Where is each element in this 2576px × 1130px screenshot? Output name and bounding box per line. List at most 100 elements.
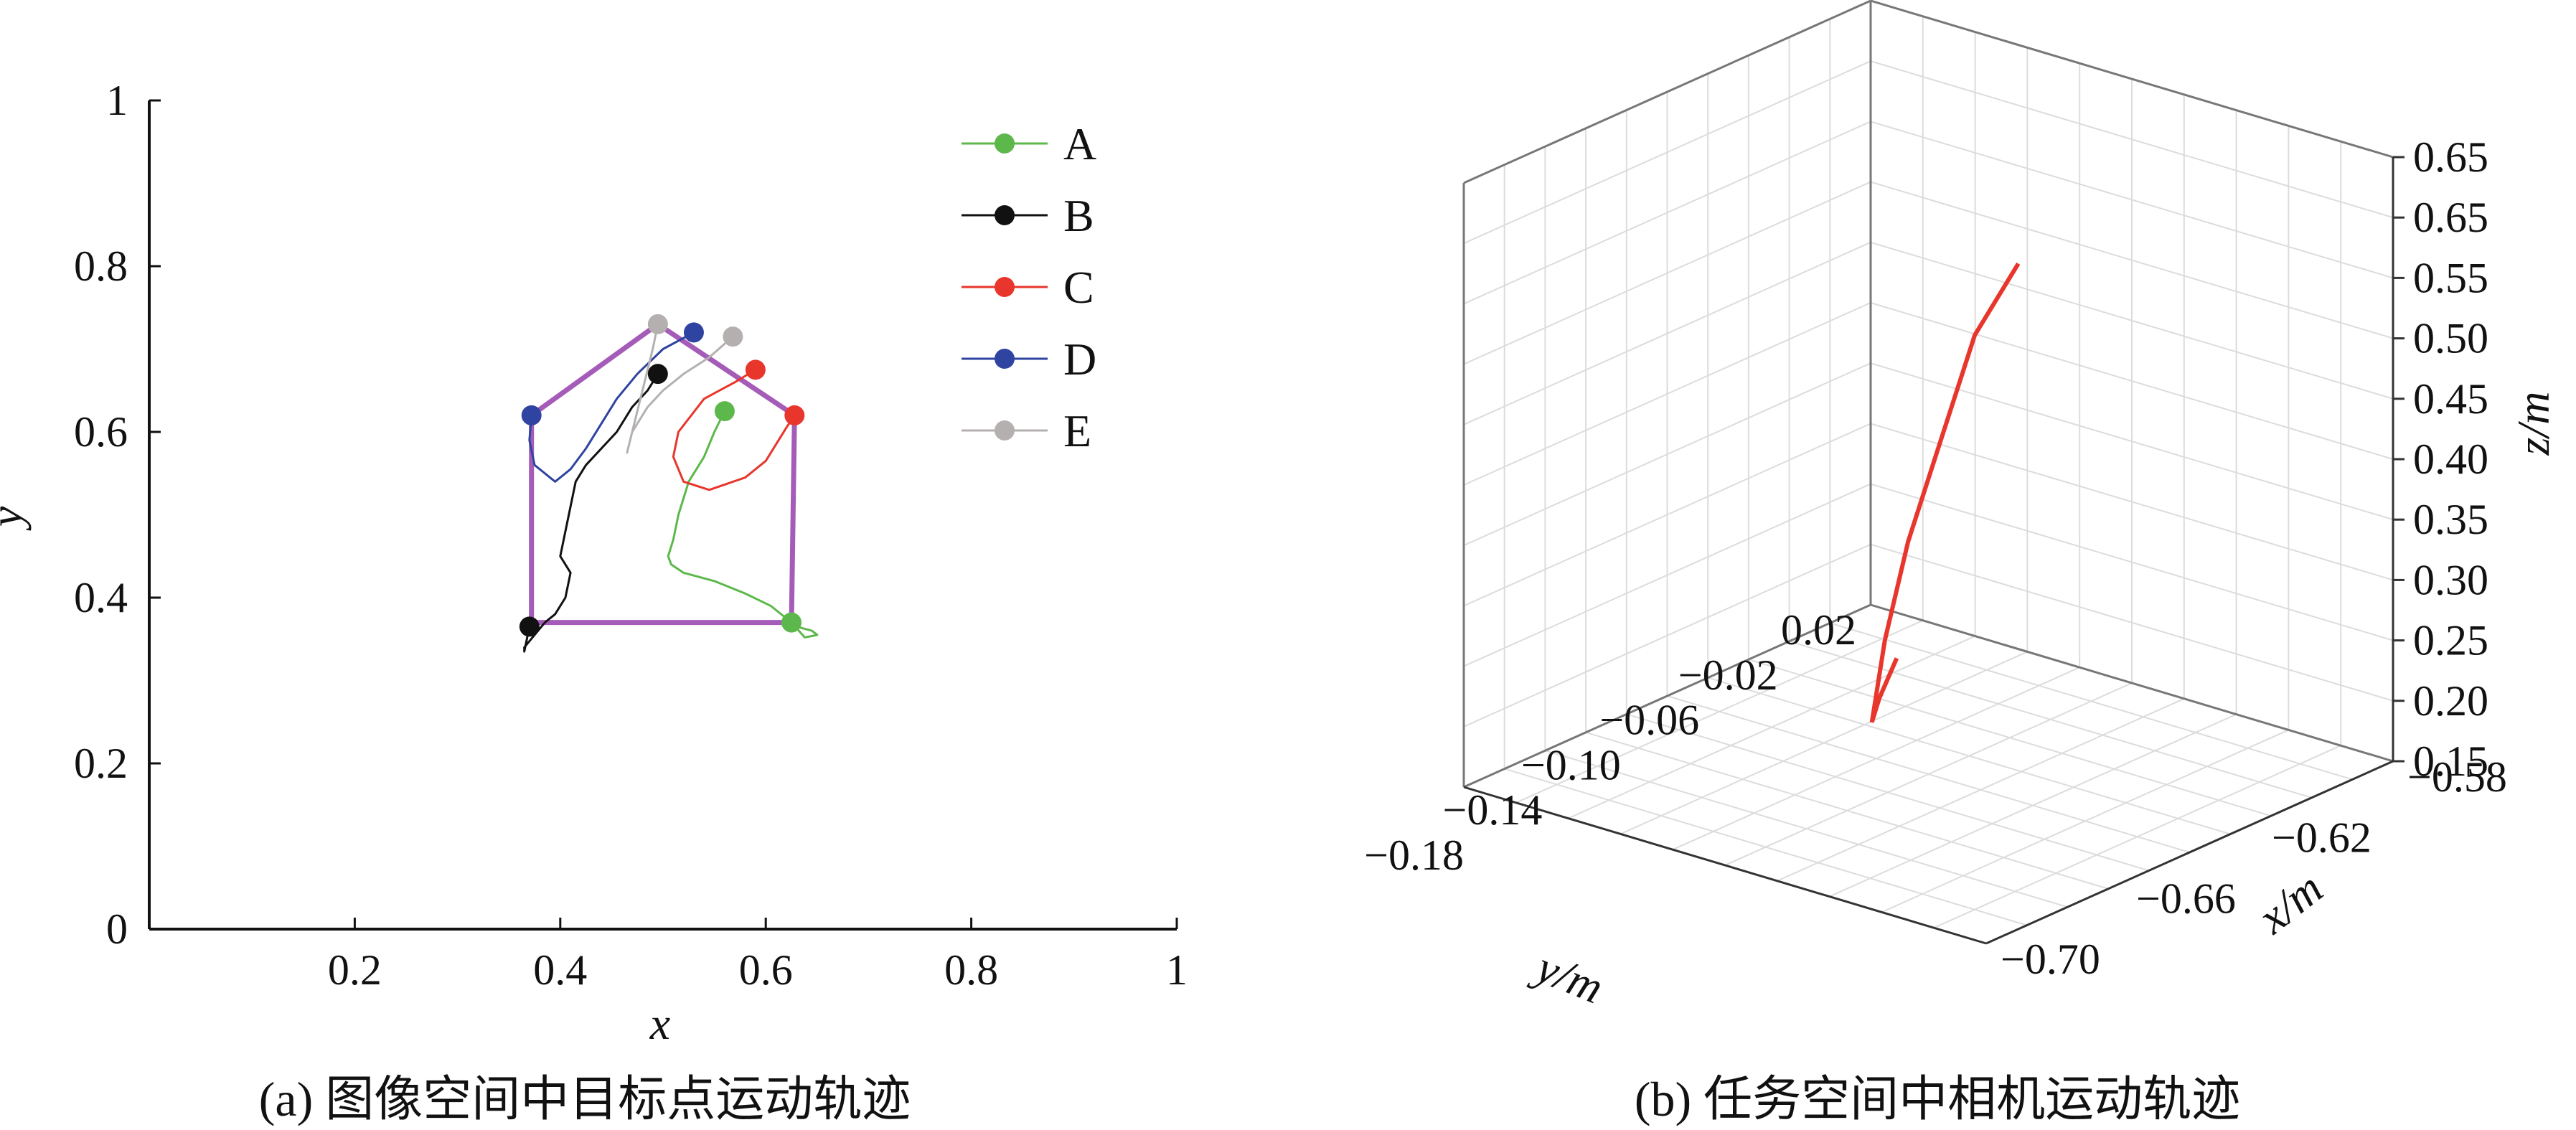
right-wall-grid-line [1870, 181, 2394, 339]
y-tick-label-3d: −0.02 [1678, 651, 1778, 699]
x-tick-label-3d: −0.66 [2136, 875, 2236, 922]
x-tick-label-3d: −0.70 [2001, 936, 2100, 983]
x-tick-marks: 0.2 0.4 0.6 0.8 1 [328, 918, 1188, 994]
y-tick-label: 0.4 [74, 574, 128, 621]
start-marker-d [683, 322, 704, 343]
end-marker-b [519, 616, 540, 637]
legend-marker-b [995, 205, 1015, 225]
x-tick-label: 0.2 [328, 946, 382, 994]
trajectory-c [672, 369, 796, 491]
y-tick-labels: 0.02−0.02−0.06−0.10−0.14−0.18 [1364, 606, 1856, 879]
x-tick-labels: −0.70 −0.66 −0.62 −0.58 [2001, 753, 2507, 983]
start-marker-b [647, 364, 668, 385]
end-marker-d [521, 405, 542, 425]
y-tick-label-3d: −0.10 [1521, 741, 1621, 788]
y-tick-label-3d: −0.06 [1599, 697, 1699, 744]
trajectory-d [528, 331, 695, 483]
legend-label-a: A [1063, 118, 1096, 169]
z-tick-label: 0.20 [2413, 677, 2488, 725]
legend-label-c: C [1063, 262, 1094, 313]
legend-marker-a [995, 133, 1015, 154]
x-tick-label: 0.8 [944, 946, 998, 994]
left-wall-grid-line [1463, 121, 1871, 305]
right-wall-grid-line [1870, 60, 2394, 219]
start-marker-a [714, 401, 735, 422]
trajectory-a [667, 410, 819, 639]
x-tick-label-3d: −0.62 [2272, 814, 2371, 862]
z-axis-label: z/m [2508, 392, 2559, 456]
right-wall-grid-line [1870, 241, 2394, 400]
legend-marker-d [995, 349, 1015, 369]
z-tick-label: 0.45 [2413, 375, 2488, 423]
legend-label-e: E [1063, 405, 1091, 456]
x-tick-label: 0.4 [533, 946, 587, 994]
trajectory-b [523, 373, 659, 653]
y-tick-label-3d: −0.14 [1443, 786, 1543, 834]
camera-trajectory-line [1869, 262, 2021, 723]
legend-marker-c [995, 277, 1015, 297]
floor-grid-line [1667, 695, 2190, 853]
left-wall-grid-line [1463, 302, 1871, 486]
y-axis-label: y [0, 506, 32, 531]
floor-grid-line [1777, 697, 2185, 882]
y-axis-label-3d: y/m [1526, 940, 1610, 1014]
floor-grid-line [1933, 745, 2341, 929]
z-tick-label: 0.65 [2413, 133, 2488, 181]
end-marker-c [784, 405, 805, 425]
floor-grid-line [1585, 731, 2109, 890]
y-tick-label-3d: −0.18 [1364, 832, 1464, 879]
frame-edge [1463, 603, 1871, 788]
target-polygon [529, 321, 797, 626]
floor-grid-line [1626, 713, 2150, 872]
frame-edge [1463, 0, 1871, 184]
y-tick-label: 0.2 [74, 740, 128, 787]
start-marker-e [723, 326, 743, 347]
left-wall-grid-line [1463, 241, 1871, 425]
y-tick-label: 0.6 [74, 408, 128, 456]
z-tick-label: 0.35 [2413, 496, 2488, 543]
caption-a: (a) 图像空间中目标点运动轨迹 [259, 1072, 911, 1126]
panel-b-task-space-3d-plot: 0.65 0.65 0.55 0.50 0.45 0.40 0.35 0.30 0.25 0.20… [1364, 0, 2559, 1014]
floor-grid-line [1545, 750, 2068, 908]
y-tick-label: 0 [106, 905, 128, 953]
z-tick-label: 0.30 [2413, 556, 2488, 603]
y-tick-label: 1 [106, 77, 128, 124]
trajectory-markers [519, 314, 805, 637]
y-tick-marks: 0 0.2 0.4 0.6 0.8 1 [74, 77, 161, 953]
floor-grid-line [1881, 729, 2289, 913]
x-tick-label: 1 [1166, 946, 1188, 994]
floor-grid-line [1829, 713, 2237, 898]
z-tick-label: 0.25 [2413, 617, 2488, 664]
x-axis-edge [1985, 760, 2394, 945]
y-axis-edge [1463, 786, 1987, 945]
x-axis-label-3d: x/m [2248, 862, 2332, 943]
end-marker-a [781, 612, 802, 633]
x-tick-label-3d: −0.58 [2407, 753, 2507, 801]
trajectory-e [626, 324, 734, 454]
right-wall-grid-line [1870, 302, 2394, 460]
z-tick-label: 0.55 [2413, 254, 2488, 301]
x-axis-label: x [649, 998, 670, 1049]
x-tick-label: 0.6 [739, 946, 793, 994]
legend-label-d: D [1063, 334, 1096, 385]
y-tick-label: 0.8 [74, 243, 128, 290]
start-marker-c [745, 359, 766, 380]
z-tick-label: 0.40 [2413, 435, 2488, 483]
frame-edge [1870, 0, 2394, 159]
z-tick-labels: 0.65 0.65 0.55 0.50 0.45 0.40 0.35 0.30 0.25 0.20… [2393, 133, 2488, 785]
legend-label-b: B [1063, 190, 1094, 241]
trajectory-lines [523, 324, 819, 653]
y-tick-label-3d: 0.02 [1781, 606, 1856, 654]
z-tick-label: 0.50 [2413, 315, 2488, 362]
3d-grid [1463, 0, 2394, 944]
z-tick-label: 0.15 [2413, 738, 2488, 785]
floor-grid-line [1504, 768, 2027, 926]
left-wall-grid-line [1463, 181, 1871, 365]
z-tick-label: 0.65 [2413, 194, 2488, 241]
caption-b: (b) 任务空间中相机运动轨迹 [1635, 1072, 2240, 1126]
right-wall-grid-line [1870, 121, 2394, 279]
legend-marker-e [995, 420, 1015, 441]
